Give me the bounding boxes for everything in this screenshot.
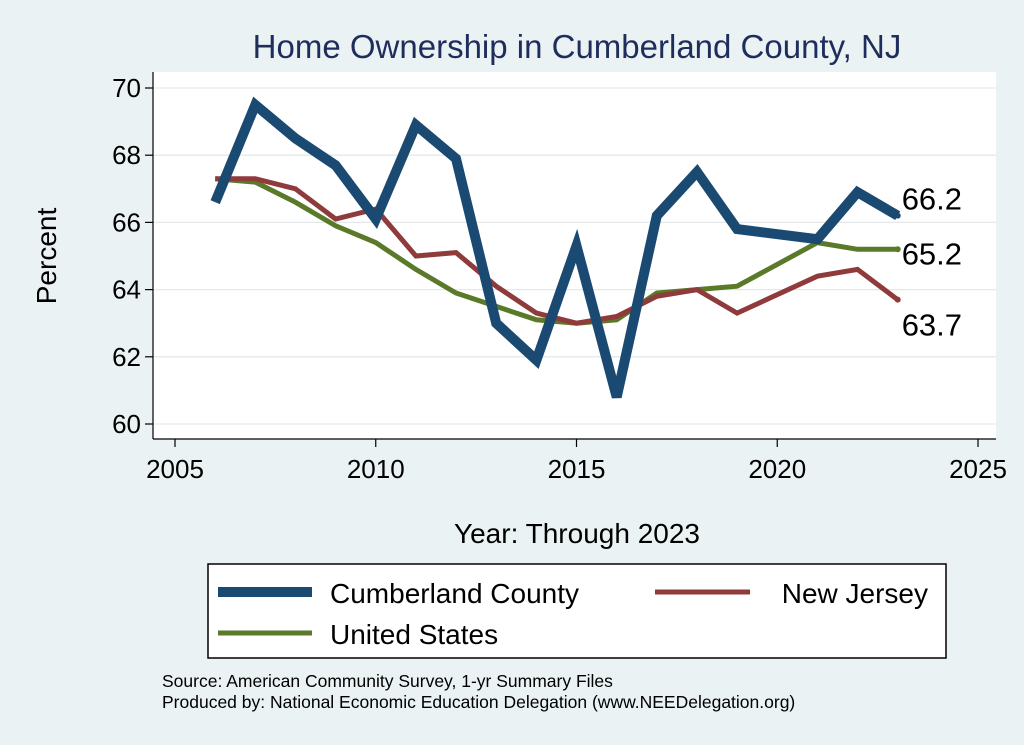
y-tick-label: 64 (112, 275, 141, 305)
gridlines (153, 87, 996, 425)
series-lines (210, 96, 901, 399)
end-value-label: 66.2 (902, 182, 962, 217)
end-labels: 66.2 63.7 65.2 (902, 182, 962, 343)
series-line-0 (210, 96, 901, 399)
legend (207, 563, 947, 659)
end-value-label: 63.7 (902, 308, 962, 343)
y-axis-ticks: 60 62 64 66 68 70 (112, 73, 153, 439)
series-end-point-0 (894, 212, 901, 219)
source-note: Source: American Community Survey, 1-yr … (162, 671, 613, 691)
y-axis-label: Percent (31, 208, 62, 305)
producer-note: Produced by: National Economic Education… (162, 692, 795, 712)
x-tick-label: 2025 (949, 454, 1007, 484)
y-tick-label: 60 (112, 409, 141, 439)
y-tick-label: 68 (112, 140, 141, 170)
x-axis-label: Year: Through 2023 (454, 518, 700, 549)
chart-title: Home Ownership in Cumberland County, NJ (253, 28, 902, 65)
legend-label: Cumberland County (330, 578, 579, 609)
legend-label: New Jersey (782, 578, 928, 609)
y-tick-label: 66 (112, 207, 141, 237)
y-tick-label: 70 (112, 73, 141, 103)
y-tick-label: 62 (112, 342, 141, 372)
series-end-point-1 (894, 296, 901, 303)
x-tick-label: 2015 (548, 454, 606, 484)
x-tick-label: 2010 (347, 454, 405, 484)
legend-items: Cumberland County New Jersey United States (218, 578, 928, 650)
legend-label: United States (330, 619, 498, 650)
series-line-1 (215, 176, 900, 326)
x-axis-ticks: 2005 2010 2015 2020 2025 (146, 439, 1007, 484)
series-line-2 (214, 176, 898, 326)
series-end-point-2 (894, 246, 901, 253)
x-tick-label: 2005 (146, 454, 204, 484)
x-tick-label: 2020 (748, 454, 806, 484)
end-value-label: 65.2 (902, 236, 962, 271)
